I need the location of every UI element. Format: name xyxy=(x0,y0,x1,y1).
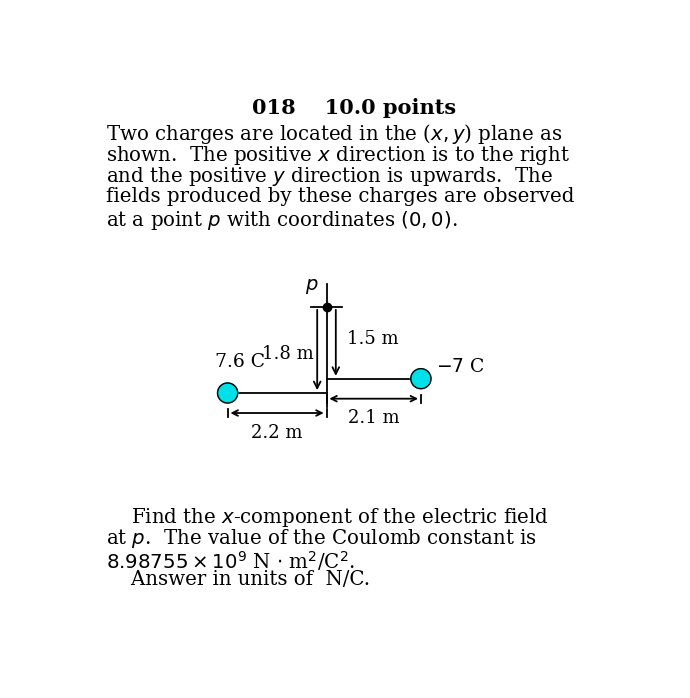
Text: 1.5 m: 1.5 m xyxy=(346,330,398,348)
Text: $p$: $p$ xyxy=(305,277,319,296)
Text: $8.98755 \times 10^{9}$ N $\cdot$ m$^{2}$/C$^{2}$.: $8.98755 \times 10^{9}$ N $\cdot$ m$^{2}… xyxy=(106,549,355,573)
Text: Answer in units of  N/C.: Answer in units of N/C. xyxy=(106,570,370,589)
Text: 2.1 m: 2.1 m xyxy=(348,410,400,427)
Text: fields produced by these charges are observed: fields produced by these charges are obs… xyxy=(106,187,574,206)
Text: 7.6 C: 7.6 C xyxy=(215,353,266,371)
Text: Find the $x$-component of the electric field: Find the $x$-component of the electric f… xyxy=(106,506,549,528)
Text: at $p$.  The value of the Coulomb constant is: at $p$. The value of the Coulomb constan… xyxy=(106,527,536,550)
Text: 1.8 m: 1.8 m xyxy=(262,345,313,363)
Circle shape xyxy=(217,383,237,403)
Text: 2.2 m: 2.2 m xyxy=(251,424,303,442)
Text: $-7$ C: $-7$ C xyxy=(436,358,485,376)
Text: 018    10.0 points: 018 10.0 points xyxy=(252,98,455,118)
Text: and the positive $y$ direction is upwards.  The: and the positive $y$ direction is upward… xyxy=(106,165,553,188)
Circle shape xyxy=(411,369,431,389)
Text: shown.  The positive $x$ direction is to the right: shown. The positive $x$ direction is to … xyxy=(106,144,570,167)
Text: at a point $p$ with coordinates $(0, 0)$.: at a point $p$ with coordinates $(0, 0)$… xyxy=(106,209,457,232)
Text: Two charges are located in the ($x, y$) plane as: Two charges are located in the ($x, y$) … xyxy=(106,122,562,147)
